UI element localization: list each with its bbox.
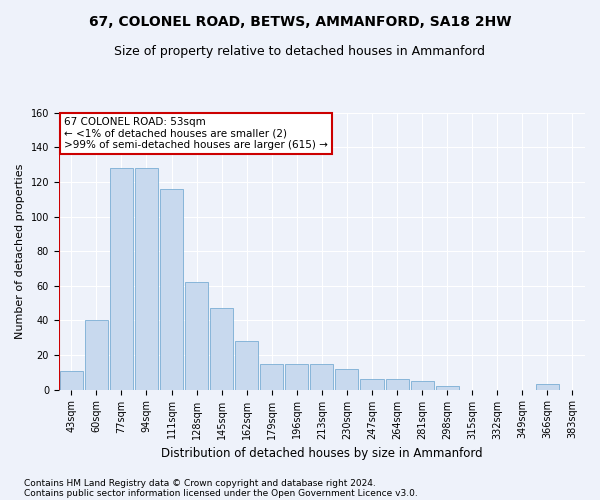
Bar	[286, 364, 308, 390]
Bar	[235, 341, 258, 390]
Bar	[160, 189, 183, 390]
Text: Contains HM Land Registry data © Crown copyright and database right 2024.: Contains HM Land Registry data © Crown c…	[24, 478, 376, 488]
Bar	[260, 364, 283, 390]
Bar	[135, 168, 158, 390]
Text: Size of property relative to detached houses in Ammanford: Size of property relative to detached ho…	[115, 45, 485, 58]
Bar	[410, 381, 434, 390]
Bar	[361, 379, 383, 390]
Bar	[310, 364, 334, 390]
Bar	[210, 308, 233, 390]
Bar	[185, 282, 208, 390]
Bar	[386, 379, 409, 390]
Text: 67 COLONEL ROAD: 53sqm
← <1% of detached houses are smaller (2)
>99% of semi-det: 67 COLONEL ROAD: 53sqm ← <1% of detached…	[64, 117, 328, 150]
Y-axis label: Number of detached properties: Number of detached properties	[15, 164, 25, 339]
Bar	[536, 384, 559, 390]
Bar	[85, 320, 108, 390]
Text: Contains public sector information licensed under the Open Government Licence v3: Contains public sector information licen…	[24, 488, 418, 498]
Bar	[60, 370, 83, 390]
Bar	[110, 168, 133, 390]
Text: 67, COLONEL ROAD, BETWS, AMMANFORD, SA18 2HW: 67, COLONEL ROAD, BETWS, AMMANFORD, SA18…	[89, 15, 511, 29]
Bar	[436, 386, 459, 390]
X-axis label: Distribution of detached houses by size in Ammanford: Distribution of detached houses by size …	[161, 447, 483, 460]
Bar	[335, 369, 358, 390]
